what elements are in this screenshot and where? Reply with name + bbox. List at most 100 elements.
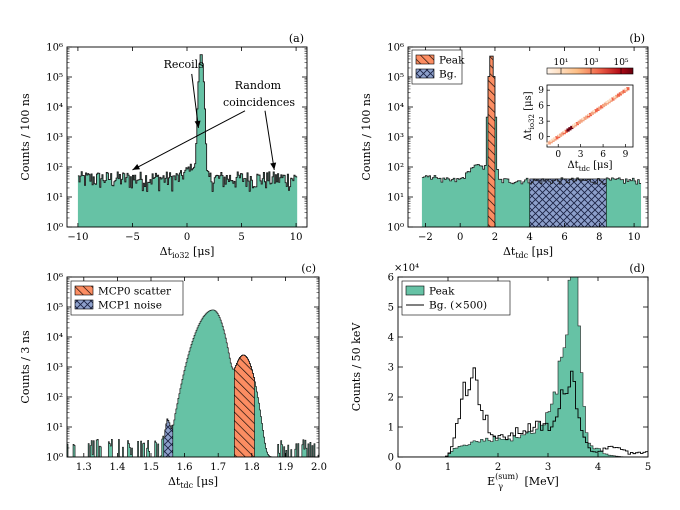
ytick-label-b: 10¹ bbox=[387, 193, 404, 204]
legend-label-peak: Peak bbox=[439, 55, 465, 67]
xtick-label-a: −10 bbox=[67, 232, 88, 243]
xtick-label-d: 2 bbox=[495, 462, 501, 473]
heatmap-cell bbox=[609, 98, 612, 101]
heatmap-cell bbox=[590, 111, 594, 115]
heatmap-cell bbox=[618, 92, 622, 96]
peak-series-d bbox=[398, 277, 648, 457]
hist-line-a bbox=[77, 54, 298, 192]
ytick-label-a: 10⁴ bbox=[46, 103, 63, 114]
heatmap-cell bbox=[566, 128, 570, 132]
arrow-coincidences bbox=[132, 110, 246, 171]
heatmap-cell bbox=[616, 93, 621, 97]
xtick-label-b: 8 bbox=[596, 232, 602, 243]
scatter-region-c bbox=[234, 354, 255, 457]
heatmap-cell bbox=[568, 127, 572, 131]
ytick-label-d: 5 bbox=[388, 303, 394, 314]
heatmap-cell bbox=[570, 125, 574, 130]
xtick-label-a: 0 bbox=[184, 232, 190, 243]
heatmap-cell bbox=[601, 103, 606, 108]
colorbar-tick-label: 10³ bbox=[583, 58, 598, 68]
inset-xtick-label: 0 bbox=[555, 150, 561, 160]
hist-line-b bbox=[421, 55, 642, 185]
legend-label-line: Bg. (×500) bbox=[429, 300, 487, 312]
xtick-label-b: 4 bbox=[527, 232, 533, 243]
xtick-label-a: 10 bbox=[290, 232, 303, 243]
ytick-label-c: 10⁵ bbox=[46, 303, 63, 314]
arrow-recoils bbox=[191, 73, 199, 129]
panel-a: (a) Counts / 100 ns Δtio32 [μs] −10 −5 0 5 10 10… bbox=[19, 32, 308, 260]
peak-region-b bbox=[487, 55, 496, 227]
heatmap-cell bbox=[607, 99, 610, 102]
ytick-label-c: 10³ bbox=[46, 363, 63, 374]
legend-label-fill: Peak bbox=[429, 286, 455, 298]
legend-swatch-bg bbox=[74, 299, 94, 310]
ytick-label-c: 10⁶ bbox=[46, 273, 63, 284]
bg-series-d bbox=[398, 367, 648, 457]
legend-b: Peak Bg. bbox=[411, 49, 465, 85]
inset-ytick-label: 0 bbox=[538, 133, 544, 143]
ytick-label-a: 10⁰ bbox=[46, 223, 63, 234]
heatmap-cell bbox=[583, 116, 587, 121]
xtick-label-a: 5 bbox=[238, 232, 244, 243]
noise-region-c bbox=[163, 418, 174, 457]
xtick-label-b: 6 bbox=[561, 232, 567, 243]
xtick-label-c: 1.4 bbox=[109, 462, 125, 473]
ytick-label-c: 10² bbox=[46, 393, 63, 404]
ytick-label-a: 10² bbox=[46, 163, 63, 174]
histogram-c bbox=[67, 309, 319, 457]
annotation-recoils: Recoils bbox=[164, 58, 205, 71]
heatmap-cell bbox=[575, 121, 579, 126]
heatmap-cell bbox=[558, 133, 563, 137]
colorbar-tick-label: 10¹ bbox=[553, 58, 568, 68]
ylabel-d: Counts / 50 keV bbox=[350, 322, 363, 412]
heatmap-cell bbox=[611, 97, 615, 101]
heatmap-cell bbox=[606, 101, 609, 104]
annotation-random: Random bbox=[235, 79, 282, 92]
hist-fill-c bbox=[67, 309, 319, 457]
ytick-label-b: 10² bbox=[387, 163, 404, 174]
legend-swatch-peak bbox=[74, 285, 94, 296]
heatmap-cell bbox=[553, 137, 556, 140]
legend-c: MCP0 scatter MCP1 noise bbox=[70, 280, 184, 316]
histogram-d bbox=[398, 277, 648, 457]
xtick-label-c: 1.5 bbox=[143, 462, 159, 473]
xtick-label-d: 1 bbox=[445, 462, 451, 473]
ytick-label-a: 10³ bbox=[46, 133, 63, 144]
xtick-label-d: 0 bbox=[395, 462, 401, 473]
ylabel-b: Counts / 100 ns bbox=[360, 93, 373, 181]
ytick-label-b: 10⁶ bbox=[387, 43, 404, 54]
heatmap-cell bbox=[626, 87, 630, 91]
xtick-label-c: 1.7 bbox=[210, 462, 226, 473]
ytick-label-d: 6 bbox=[388, 273, 394, 284]
ytick-label-c: 10⁴ bbox=[46, 333, 63, 344]
ytick-label-c: 10⁰ bbox=[46, 453, 63, 464]
panel-label-b: (b) bbox=[629, 32, 645, 45]
ytick-label-b: 10⁰ bbox=[387, 223, 404, 234]
heatmap-cell bbox=[598, 106, 602, 110]
legend-d: Peak Bg. (×500) bbox=[401, 280, 511, 316]
panel-label-a: (a) bbox=[289, 32, 304, 45]
heatmap-cell bbox=[620, 90, 624, 95]
heatmap-cell bbox=[563, 130, 566, 133]
inset-ytick-label: 3 bbox=[538, 117, 544, 127]
ytick-label-d: 1 bbox=[388, 423, 394, 434]
heatmap-cell bbox=[615, 94, 619, 99]
heatmap-cell bbox=[585, 115, 589, 119]
legend-label-bg: MCP1 noise bbox=[98, 300, 162, 312]
heatmap-cell bbox=[624, 88, 627, 91]
inset-xlabel: Δttdc [μs] bbox=[567, 160, 612, 173]
heatmap-cell bbox=[592, 110, 595, 113]
xtick-label-c: 1.9 bbox=[277, 462, 293, 473]
ytick-label-d: 0 bbox=[388, 453, 394, 464]
annotation-coincidences: coincidences bbox=[223, 96, 295, 109]
ytick-label-b: 10⁴ bbox=[387, 103, 404, 114]
heatmap-cell bbox=[549, 139, 552, 142]
ytick-label-d: 3 bbox=[388, 363, 394, 374]
ytick-label-c: 10¹ bbox=[46, 423, 63, 434]
ytick-label-a: 10⁵ bbox=[46, 73, 63, 84]
heatmap-cell bbox=[551, 138, 554, 141]
xlabel-b: Δttdc [μs] bbox=[503, 245, 553, 260]
y-multiplier-d: ×10⁴ bbox=[394, 263, 419, 274]
heatmap-cell bbox=[574, 122, 577, 125]
